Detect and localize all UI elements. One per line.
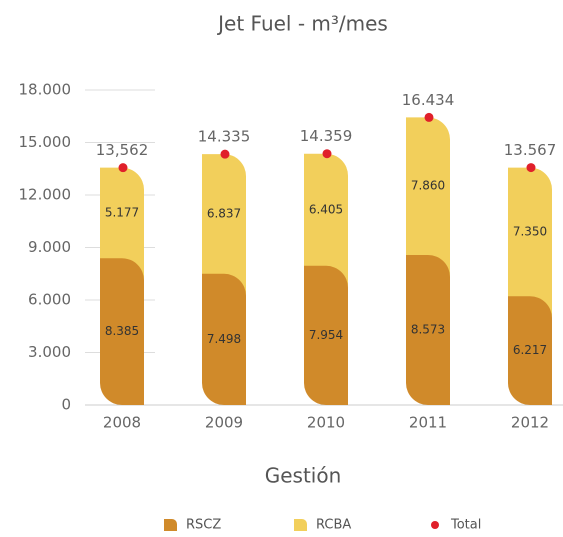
- total-label: 13.567: [504, 141, 557, 159]
- x-axis-label: Gestión: [265, 464, 342, 488]
- value-label: 6.405: [309, 202, 343, 216]
- legend-label: RSCZ: [186, 518, 221, 533]
- y-tick-label: 0: [61, 396, 71, 414]
- bar-segment: [406, 254, 450, 405]
- y-tick-label: 18.000: [19, 81, 72, 99]
- value-label: 6.217: [513, 343, 547, 357]
- bar-segment: [406, 117, 450, 277]
- value-label: 7.350: [513, 224, 547, 238]
- legend-swatch: [431, 521, 439, 529]
- value-label: 6.837: [207, 206, 241, 220]
- y-tick-label: 15.000: [19, 133, 72, 151]
- chart-title: Jet Fuel - m³/mes: [216, 12, 388, 36]
- total-dot: [526, 163, 536, 173]
- bar-segment: [202, 273, 246, 405]
- total-dot: [322, 149, 332, 159]
- y-tick-label: 6.000: [28, 291, 71, 309]
- total-label: 14.359: [300, 127, 353, 145]
- x-tick-label: 2009: [205, 414, 243, 432]
- x-tick-label: 2010: [307, 414, 345, 432]
- legend-swatch: [164, 519, 177, 531]
- y-tick-label: 12.000: [19, 186, 72, 204]
- bar-segment: [304, 153, 348, 288]
- total-dot: [424, 112, 434, 122]
- legend-label: RCBA: [316, 518, 351, 533]
- bar-segment: [100, 167, 144, 281]
- total-label: 16.434: [402, 91, 455, 109]
- value-label: 7.860: [411, 179, 445, 193]
- value-label: 8.385: [105, 324, 139, 338]
- y-tick-label: 3.000: [28, 343, 71, 361]
- total-label: 13,562: [96, 141, 149, 159]
- total-dot: [118, 163, 128, 173]
- value-label: 8.573: [411, 322, 445, 336]
- x-tick-label: 2008: [103, 414, 141, 432]
- y-tick-label: 9.000: [28, 238, 71, 256]
- value-label: 5.177: [105, 205, 139, 219]
- bar-segment: [508, 296, 552, 405]
- value-label: 7.498: [207, 332, 241, 346]
- x-tick-label: 2012: [511, 414, 549, 432]
- total-dot: [220, 149, 230, 159]
- bar-segment: [508, 167, 552, 319]
- total-label: 14.335: [198, 128, 251, 146]
- bar-segment: [202, 154, 246, 296]
- bar-segment: [100, 258, 144, 405]
- bar-segment: [304, 265, 348, 405]
- value-label: 7.954: [309, 328, 343, 342]
- legend-swatch: [294, 519, 307, 531]
- legend-label: Total: [450, 518, 481, 533]
- x-tick-label: 2011: [409, 414, 447, 432]
